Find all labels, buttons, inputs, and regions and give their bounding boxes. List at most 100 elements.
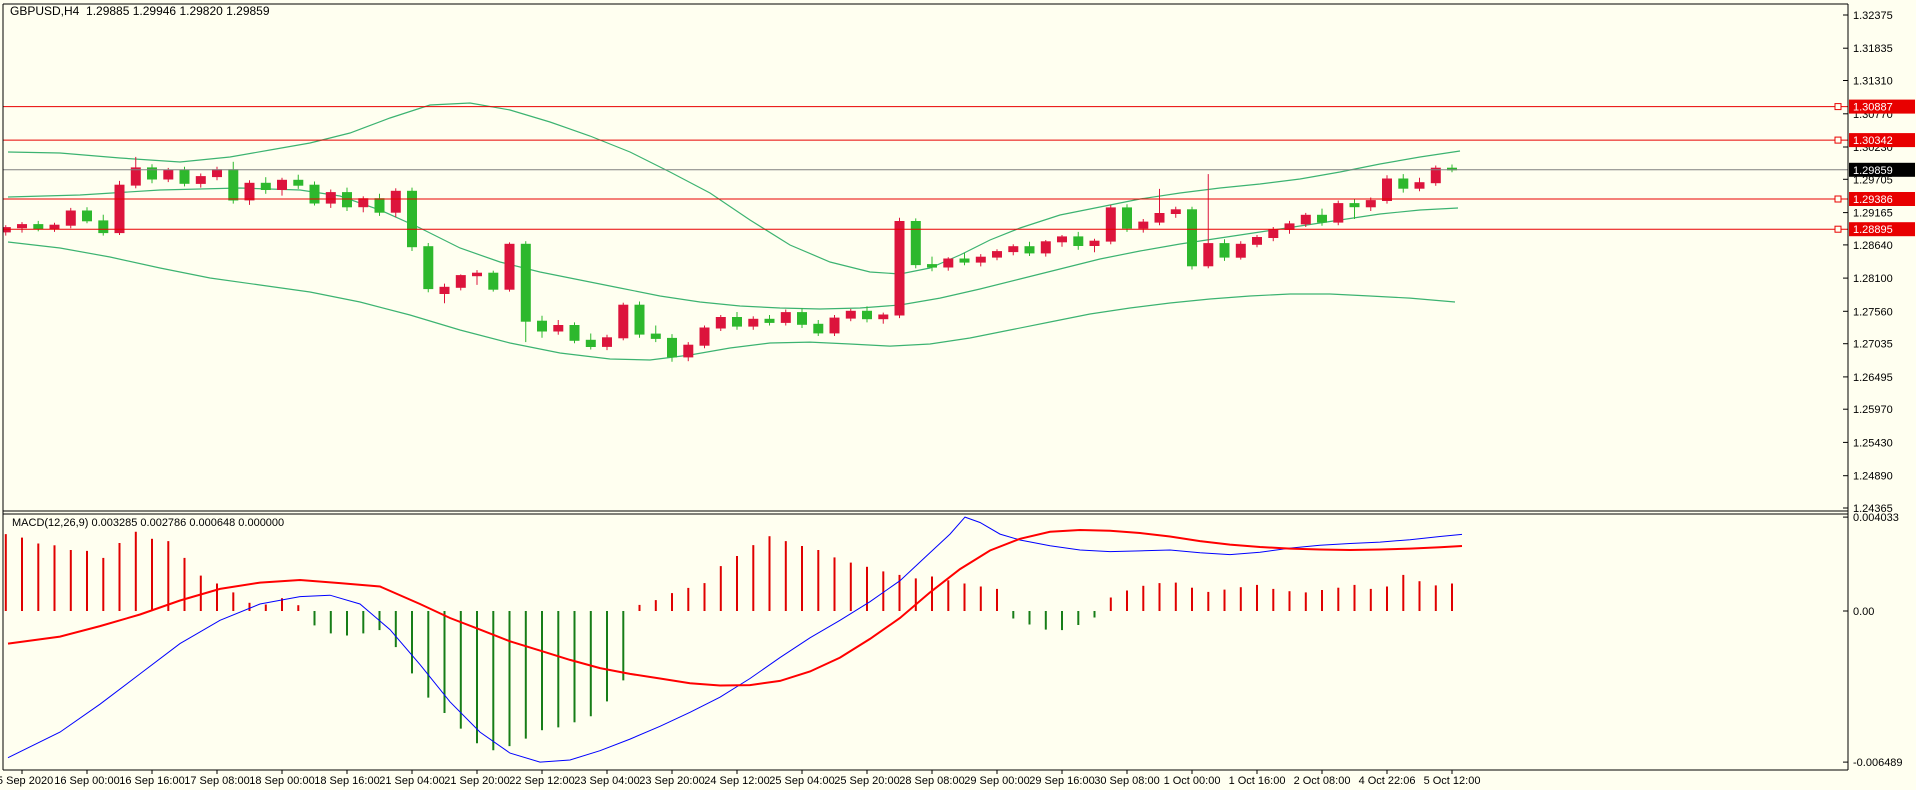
price-axis-label: 1.32375 <box>1853 10 1893 22</box>
candle-body <box>634 304 645 335</box>
price-axis-label: 1.25430 <box>1853 437 1893 449</box>
candle-body <box>1365 200 1376 208</box>
price-axis-label: 1.28100 <box>1853 273 1893 285</box>
macd-axis-label: -0.006489 <box>1853 757 1903 769</box>
level-line-handle[interactable] <box>1834 103 1842 111</box>
candle-body <box>1057 236 1067 243</box>
time-axis-label: 1 Oct 16:00 <box>1229 775 1286 787</box>
candle-body <box>130 167 141 186</box>
price-axis-label: 1.29165 <box>1853 208 1893 220</box>
candle-body <box>407 190 417 248</box>
time-axis-label: 25 Sep 04:00 <box>769 775 834 787</box>
price-axis-label: 1.24890 <box>1853 471 1893 483</box>
candle-body <box>1187 209 1197 267</box>
macd-axis-label: 0.004033 <box>1853 512 1899 524</box>
time-axis-label: 28 Sep 08:00 <box>899 775 964 787</box>
candle-body <box>862 310 872 320</box>
bollinger-upper-band <box>7 102 1461 275</box>
price-axis[interactable]: 1.323751.318351.313101.307701.302301.297… <box>1843 10 1915 769</box>
time-axis-label: 23 Sep 20:00 <box>639 775 704 787</box>
candle-body <box>845 310 856 319</box>
candle-body <box>147 167 157 180</box>
candle-body <box>82 210 92 222</box>
candle-body <box>1398 178 1409 189</box>
level-price-tag[interactable] <box>1849 99 1915 114</box>
candle-body <box>992 251 1002 258</box>
level-line-handle[interactable] <box>1834 195 1842 203</box>
price-axis-label: 1.31835 <box>1853 43 1893 55</box>
candle-body <box>228 169 239 201</box>
candle-body <box>650 333 661 339</box>
macd-indicator-label: MACD(12,26,9) 0.003285 0.002786 0.000648… <box>12 517 285 529</box>
candle-body <box>472 272 482 277</box>
time-axis-label: 23 Sep 04:00 <box>574 775 639 787</box>
candle-body <box>455 275 466 288</box>
candle-body <box>1073 236 1084 246</box>
level-price-tag[interactable] <box>1849 133 1915 148</box>
candle-body <box>813 323 824 334</box>
candle-body <box>504 243 515 290</box>
candle-body <box>212 169 222 178</box>
candle-body <box>1105 207 1116 242</box>
candle-body <box>797 312 807 325</box>
candle-body <box>488 272 499 290</box>
time-axis-label: 25 Sep 20:00 <box>834 775 899 787</box>
time-axis-label: 1 Oct 00:00 <box>1164 775 1221 787</box>
price-axis-label: 1.27560 <box>1853 306 1893 318</box>
time-axis-label: 15 Sep 2020 <box>0 775 53 787</box>
candle-body <box>1382 178 1392 201</box>
candle-body <box>764 318 775 323</box>
candle-body <box>1122 207 1132 229</box>
candle-body <box>65 210 76 226</box>
candle-body <box>748 318 759 327</box>
candle-body <box>1430 167 1441 184</box>
candle-body <box>293 179 304 186</box>
level-line-handle[interactable] <box>1834 225 1842 233</box>
candle-body <box>975 256 986 263</box>
candle-body <box>309 184 320 204</box>
macd-axis-label: 0.00 <box>1853 606 1874 618</box>
candle-body <box>602 337 612 347</box>
candle-body <box>195 176 206 184</box>
macd-signal-line <box>7 528 1463 687</box>
candle-body <box>732 317 742 327</box>
candle-body <box>715 317 726 329</box>
level-price-tag[interactable] <box>1849 222 1915 237</box>
candle-body <box>1300 214 1311 225</box>
candle-body <box>683 344 694 358</box>
chart-frame <box>2 3 1849 771</box>
candle-body <box>1268 229 1279 238</box>
candle-body <box>1333 203 1344 223</box>
candle-body <box>1203 243 1214 267</box>
candle-body <box>829 317 840 334</box>
candle-body <box>325 192 336 204</box>
candle-body <box>927 264 937 268</box>
level-line-handle[interactable] <box>1834 136 1842 144</box>
price-axis-label: 1.28640 <box>1853 240 1893 252</box>
time-axis-label: 24 Sep 12:00 <box>704 775 769 787</box>
candle-body <box>342 192 352 208</box>
candle-body <box>1138 221 1149 229</box>
time-axis-label: 4 Oct 22:06 <box>1359 775 1416 787</box>
time-axis-label: 22 Sep 12:00 <box>509 775 574 787</box>
candle-body <box>1024 246 1035 254</box>
time-axis-label: 17 Sep 08:00 <box>184 775 249 787</box>
bollinger-lower-band <box>7 241 1456 361</box>
candle-body <box>537 320 547 332</box>
candle-body <box>277 179 287 191</box>
price-axis-label: 1.31310 <box>1853 76 1893 88</box>
candle-body <box>179 169 190 184</box>
candle-body <box>114 184 125 234</box>
candle-body <box>667 337 677 358</box>
time-axis-label: 18 Sep 00:00 <box>249 775 314 787</box>
level-price-tag-text: 1.30887 <box>1853 102 1893 114</box>
candle-body <box>3 227 11 233</box>
candle-body <box>98 220 109 234</box>
level-price-tag[interactable] <box>1849 192 1915 206</box>
candle-body <box>1349 203 1360 208</box>
candle-body <box>163 169 174 180</box>
chart-title: GBPUSD,H4 1.29885 1.29946 1.29820 1.2985… <box>10 4 270 18</box>
level-price-tag-text: 1.30342 <box>1853 135 1893 147</box>
